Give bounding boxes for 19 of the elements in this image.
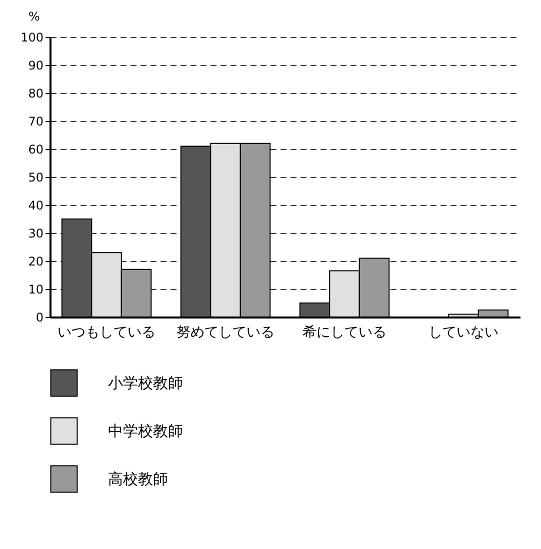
y-axis-title: % [28, 10, 40, 24]
x-tick-label: していない [428, 324, 498, 340]
y-tick-label: 100 [20, 30, 44, 44]
x-tick-label: 努めてしている [176, 324, 275, 340]
x-tick-label: 希にしている [302, 324, 386, 340]
y-tick-label: 50 [28, 170, 44, 184]
y-tick-label: 90 [28, 58, 44, 72]
y-tick-label: 60 [28, 142, 44, 156]
legend-label: 中学校教師 [108, 422, 183, 440]
x-tick-label: いつもしている [58, 324, 156, 340]
legend-label: 小学校教師 [108, 374, 183, 392]
legend-label: 高校教師 [108, 470, 168, 488]
y-tick-label: 30 [28, 226, 44, 240]
y-tick-label: 80 [28, 86, 44, 100]
y-tick-label: 70 [28, 114, 44, 128]
y-tick-label: 10 [28, 282, 44, 296]
y-tick-label: 0 [36, 310, 44, 324]
y-tick-label: 40 [28, 198, 44, 212]
y-tick-label: 20 [28, 254, 44, 268]
